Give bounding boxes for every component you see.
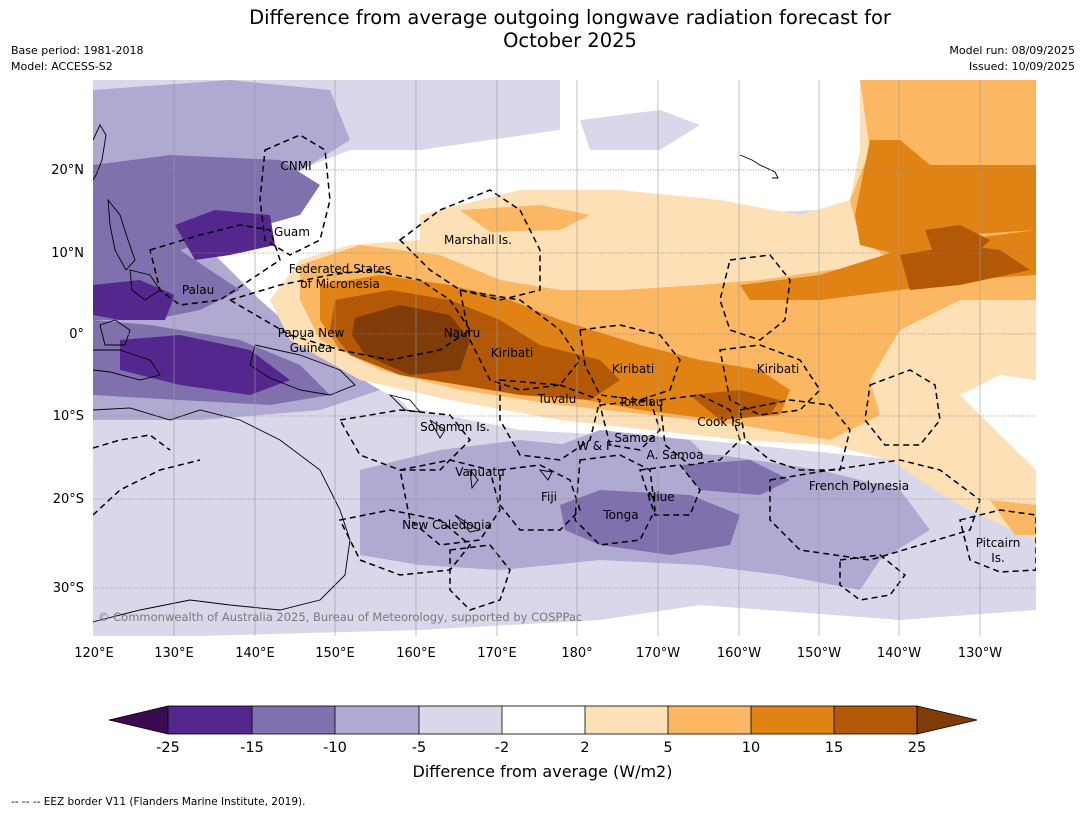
label-vanuatu: Vanuatu [455,465,505,479]
label-tokelau: Tokelau [618,395,664,409]
cb-tick: 10 [742,740,760,756]
lat-tick: 30°S [53,581,84,596]
label-palau: Palau [182,283,214,297]
lon-tick: 140°E [235,646,275,661]
model-name: Model: ACCESS-S2 [11,60,113,73]
base-period: Base period: 1981-2018 [11,44,144,57]
label-samoa: Samoa [614,431,655,445]
cb-swatch [502,706,585,734]
label-fsm-1: Federated States [289,262,391,276]
lat-tick: 10°N [51,246,84,261]
lat-tick: 10°S [53,409,84,424]
colorbar-ticks: -25 -15 -10 -5 -2 2 5 10 15 25 [156,740,926,756]
lon-tick: 150°E [315,646,355,661]
label-niue: Niue [647,490,674,504]
meridians [173,80,981,636]
label-kiribati-east: Kiribati [757,362,799,376]
label-marshall: Marshall Is. [444,233,512,247]
cb-swatch [668,706,751,734]
cb-swatch [168,706,252,734]
cb-swatch [335,706,419,734]
lat-tick: 20°N [51,163,84,178]
lon-tick: 180° [561,646,592,661]
label-pitcairn-2: Is. [991,551,1005,565]
cb-tick: -2 [495,740,509,756]
cb-tick: -5 [412,740,426,756]
colorbar: -25 -15 -10 -5 -2 2 5 10 15 25 [108,705,978,756]
label-png-2: Guinea [290,341,333,355]
anomaly-field [93,80,1036,636]
map-title: Difference from average outgoing longwav… [249,6,891,52]
label-solomon: Solomon Is. [420,420,490,434]
lon-tick: 160°E [396,646,436,661]
label-tuvalu: Tuvalu [537,392,577,406]
lon-tick: 160°W [717,646,761,661]
map-svg: CNMI Guam Marshall Is. Federated States … [51,80,1036,661]
lat-tick: 20°S [53,492,84,507]
lat-ticks: 20°N 10°N 0° 10°S 20°S 30°S [51,163,84,596]
cb-extend-high [916,705,978,735]
eez-footnote: -- -- -- EEZ border V11 (Flanders Marine… [11,796,306,808]
lon-tick: 170°E [477,646,517,661]
eez-borders [93,134,1036,611]
cb-tick: -15 [240,740,264,756]
coastlines [93,124,779,623]
label-tonga: Tonga [602,508,638,522]
label-fsm-2: of Micronesia [300,277,380,291]
label-kiribati-central: Kiribati [612,362,654,376]
lat-tick: 0° [69,327,84,342]
cb-tick: 25 [908,740,926,756]
label-cook: Cook Is. [697,415,744,429]
label-guam: Guam [274,225,310,239]
colorbar-label: Difference from average (W/m2) [412,762,673,781]
base-info: Base period: 1981-2018 Model: ACCESS-S2 [11,43,143,75]
issued-date: Issued: 10/09/2025 [968,60,1075,73]
cb-tick: 2 [580,740,589,756]
label-new-caledonia: New Caledonia [402,518,492,532]
lon-tick: 120°E [74,646,114,661]
lon-tick: 130°E [154,646,194,661]
label-cnmi: CNMI [280,159,311,173]
label-fiji: Fiji [541,490,557,504]
label-french-polynesia: French Polynesia [809,479,909,493]
copyright-notice: © Commonwealth of Australia 2025, Bureau… [98,610,582,624]
graticule [93,169,1036,589]
region-labels: CNMI Guam Marshall Is. Federated States … [182,159,1020,565]
cb-tick: 15 [825,740,843,756]
label-kiribati-west: Kiribati [491,346,533,360]
lon-tick: 150°W [797,646,841,661]
cb-swatch [252,706,335,734]
label-pitcairn-1: Pitcairn [976,536,1021,550]
label-wf: W & F [577,439,613,453]
lon-tick: 170°W [636,646,680,661]
cb-tick: -25 [156,740,180,756]
map-panel: CNMI Guam Marshall Is. Federated States … [51,80,1036,661]
cb-swatch [834,706,917,734]
cb-tick: -10 [323,740,347,756]
run-info: Model run: 08/09/2025 Issued: 10/09/2025 [949,43,1075,75]
lon-ticks: 120°E 130°E 140°E 150°E 160°E 170°E 180°… [74,646,1002,661]
cb-extend-low [108,705,169,735]
label-nauru: Nauru [444,326,480,340]
lon-tick: 140°W [877,646,921,661]
cb-swatch [419,706,502,734]
cb-swatch [751,706,834,734]
cb-tick: 5 [663,740,672,756]
label-png-1: Papua New [278,326,345,340]
lon-tick: 130°W [958,646,1002,661]
label-asamoa: A. Samoa [647,448,704,462]
model-run: Model run: 08/09/2025 [949,44,1075,57]
cb-swatch [585,706,668,734]
